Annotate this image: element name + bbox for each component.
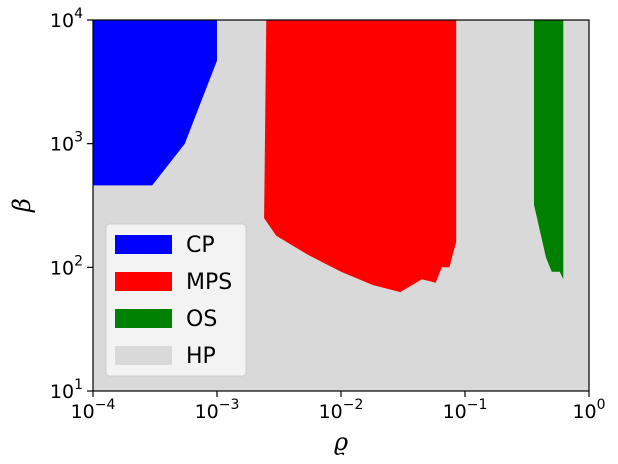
y-tick-label: 104 — [50, 6, 83, 32]
legend-label-cp: CP — [186, 233, 215, 258]
x-axis-label: ϱ — [334, 428, 348, 456]
y-axis-ticks: 101 102 103 104 — [50, 6, 93, 403]
region-mps — [264, 20, 457, 293]
legend-swatch-hp — [115, 346, 172, 365]
legend-box — [105, 223, 247, 377]
region-cp — [93, 20, 217, 186]
phase-regions — [93, 20, 564, 293]
legend-label-mps: MPS — [186, 270, 232, 295]
y-tick-label: 101 — [50, 377, 83, 403]
y-tick-label: 102 — [50, 253, 83, 279]
x-tick-label: 10−3 — [195, 397, 240, 423]
legend-swatch-cp — [115, 235, 172, 254]
legend: CP MPS OS HP — [105, 223, 247, 377]
legend-swatch-mps — [115, 272, 172, 291]
legend-label-os: OS — [186, 307, 217, 332]
x-tick-label: 100 — [572, 397, 605, 423]
x-tick-label: 10−1 — [443, 397, 488, 423]
x-tick-label: 10−4 — [71, 397, 116, 423]
y-axis-label: β — [8, 198, 36, 213]
y-tick-label: 103 — [50, 130, 83, 156]
x-tick-label: 10−2 — [319, 397, 364, 423]
region-os — [534, 20, 564, 280]
x-axis-ticks: 10−4 10−3 10−2 10−1 100 — [71, 391, 606, 423]
legend-swatch-os — [115, 309, 172, 328]
legend-label-hp: HP — [186, 344, 216, 369]
